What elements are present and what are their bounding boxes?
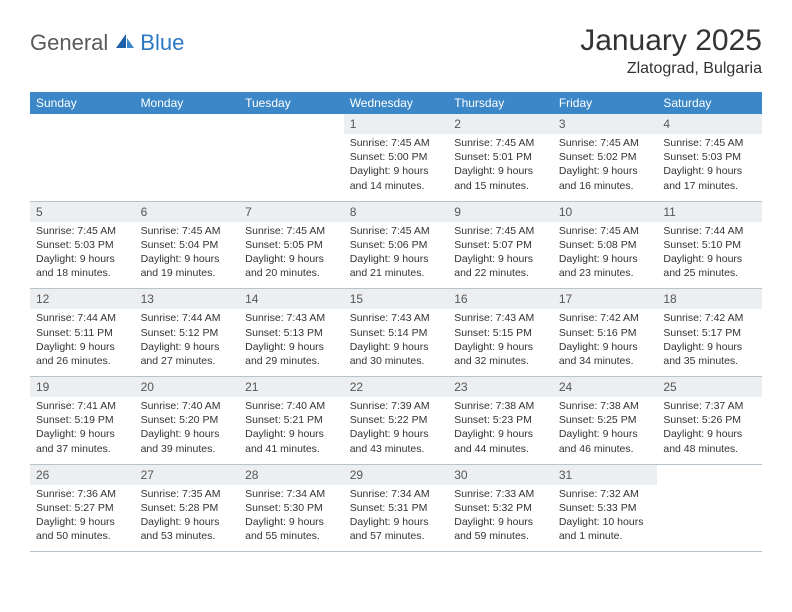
day-number: 26 <box>30 464 135 485</box>
logo-text-general: General <box>30 30 108 56</box>
day-number: 7 <box>239 201 344 222</box>
day-detail: Sunrise: 7:33 AM Sunset: 5:32 PM Dayligh… <box>448 485 553 552</box>
day-detail: Sunrise: 7:38 AM Sunset: 5:25 PM Dayligh… <box>553 397 658 464</box>
day-number: 30 <box>448 464 553 485</box>
weekday-header: Saturday <box>657 92 762 114</box>
day-detail: Sunrise: 7:44 AM Sunset: 5:12 PM Dayligh… <box>135 309 240 376</box>
day-number: 14 <box>239 289 344 310</box>
day-detail: Sunrise: 7:45 AM Sunset: 5:07 PM Dayligh… <box>448 222 553 289</box>
day-detail: Sunrise: 7:43 AM Sunset: 5:14 PM Dayligh… <box>344 309 449 376</box>
day-number <box>657 464 762 485</box>
day-detail: Sunrise: 7:38 AM Sunset: 5:23 PM Dayligh… <box>448 397 553 464</box>
day-detail-row: Sunrise: 7:45 AM Sunset: 5:03 PM Dayligh… <box>30 222 762 289</box>
day-number <box>30 114 135 134</box>
day-detail: Sunrise: 7:45 AM Sunset: 5:08 PM Dayligh… <box>553 222 658 289</box>
day-detail: Sunrise: 7:40 AM Sunset: 5:20 PM Dayligh… <box>135 397 240 464</box>
day-number: 6 <box>135 201 240 222</box>
day-detail-row: Sunrise: 7:45 AM Sunset: 5:00 PM Dayligh… <box>30 134 762 201</box>
day-detail-row: Sunrise: 7:41 AM Sunset: 5:19 PM Dayligh… <box>30 397 762 464</box>
day-number-row: 12131415161718 <box>30 289 762 310</box>
day-number: 15 <box>344 289 449 310</box>
day-detail: Sunrise: 7:42 AM Sunset: 5:17 PM Dayligh… <box>657 309 762 376</box>
logo-sail-icon <box>114 32 136 55</box>
day-detail: Sunrise: 7:45 AM Sunset: 5:01 PM Dayligh… <box>448 134 553 201</box>
day-number: 17 <box>553 289 658 310</box>
day-detail <box>135 134 240 201</box>
day-detail: Sunrise: 7:45 AM Sunset: 5:04 PM Dayligh… <box>135 222 240 289</box>
day-detail <box>657 485 762 552</box>
day-detail: Sunrise: 7:45 AM Sunset: 5:00 PM Dayligh… <box>344 134 449 201</box>
day-number: 3 <box>553 114 658 134</box>
day-detail-row: Sunrise: 7:44 AM Sunset: 5:11 PM Dayligh… <box>30 309 762 376</box>
day-number: 22 <box>344 377 449 398</box>
weekday-header: Friday <box>553 92 658 114</box>
day-number: 21 <box>239 377 344 398</box>
location: Zlatograd, Bulgaria <box>580 60 762 78</box>
day-number: 12 <box>30 289 135 310</box>
weekday-header: Tuesday <box>239 92 344 114</box>
day-detail: Sunrise: 7:34 AM Sunset: 5:31 PM Dayligh… <box>344 485 449 552</box>
day-number: 23 <box>448 377 553 398</box>
logo: General Blue <box>30 30 184 56</box>
day-number: 19 <box>30 377 135 398</box>
day-detail: Sunrise: 7:34 AM Sunset: 5:30 PM Dayligh… <box>239 485 344 552</box>
day-number: 29 <box>344 464 449 485</box>
day-detail <box>30 134 135 201</box>
day-detail: Sunrise: 7:45 AM Sunset: 5:03 PM Dayligh… <box>657 134 762 201</box>
day-number: 8 <box>344 201 449 222</box>
day-number: 20 <box>135 377 240 398</box>
calendar-table: Sunday Monday Tuesday Wednesday Thursday… <box>30 92 762 552</box>
weekday-header: Monday <box>135 92 240 114</box>
day-detail: Sunrise: 7:43 AM Sunset: 5:13 PM Dayligh… <box>239 309 344 376</box>
day-detail: Sunrise: 7:41 AM Sunset: 5:19 PM Dayligh… <box>30 397 135 464</box>
day-detail: Sunrise: 7:45 AM Sunset: 5:02 PM Dayligh… <box>553 134 658 201</box>
day-number: 27 <box>135 464 240 485</box>
day-number: 9 <box>448 201 553 222</box>
day-number-row: 567891011 <box>30 201 762 222</box>
weekday-header: Thursday <box>448 92 553 114</box>
day-number: 4 <box>657 114 762 134</box>
day-number-row: 262728293031 <box>30 464 762 485</box>
day-detail: Sunrise: 7:37 AM Sunset: 5:26 PM Dayligh… <box>657 397 762 464</box>
day-number: 28 <box>239 464 344 485</box>
month-title: January 2025 <box>580 24 762 58</box>
day-number: 1 <box>344 114 449 134</box>
day-detail: Sunrise: 7:45 AM Sunset: 5:05 PM Dayligh… <box>239 222 344 289</box>
day-number: 18 <box>657 289 762 310</box>
day-detail: Sunrise: 7:45 AM Sunset: 5:06 PM Dayligh… <box>344 222 449 289</box>
weekday-header: Sunday <box>30 92 135 114</box>
day-detail: Sunrise: 7:39 AM Sunset: 5:22 PM Dayligh… <box>344 397 449 464</box>
day-number: 11 <box>657 201 762 222</box>
day-detail-row: Sunrise: 7:36 AM Sunset: 5:27 PM Dayligh… <box>30 485 762 552</box>
day-number: 31 <box>553 464 658 485</box>
day-detail: Sunrise: 7:40 AM Sunset: 5:21 PM Dayligh… <box>239 397 344 464</box>
weekday-header-row: Sunday Monday Tuesday Wednesday Thursday… <box>30 92 762 114</box>
day-detail: Sunrise: 7:35 AM Sunset: 5:28 PM Dayligh… <box>135 485 240 552</box>
day-detail: Sunrise: 7:32 AM Sunset: 5:33 PM Dayligh… <box>553 485 658 552</box>
day-number: 24 <box>553 377 658 398</box>
day-number: 16 <box>448 289 553 310</box>
weekday-header: Wednesday <box>344 92 449 114</box>
day-number: 13 <box>135 289 240 310</box>
day-number: 2 <box>448 114 553 134</box>
day-number <box>135 114 240 134</box>
day-number: 25 <box>657 377 762 398</box>
day-detail: Sunrise: 7:36 AM Sunset: 5:27 PM Dayligh… <box>30 485 135 552</box>
title-block: January 2025 Zlatograd, Bulgaria <box>580 24 762 78</box>
day-detail: Sunrise: 7:45 AM Sunset: 5:03 PM Dayligh… <box>30 222 135 289</box>
day-number-row: 1234 <box>30 114 762 134</box>
day-detail <box>239 134 344 201</box>
day-number <box>239 114 344 134</box>
day-detail: Sunrise: 7:44 AM Sunset: 5:11 PM Dayligh… <box>30 309 135 376</box>
day-number-row: 19202122232425 <box>30 377 762 398</box>
day-detail: Sunrise: 7:42 AM Sunset: 5:16 PM Dayligh… <box>553 309 658 376</box>
day-number: 5 <box>30 201 135 222</box>
header: General Blue January 2025 Zlatograd, Bul… <box>30 24 762 78</box>
day-detail: Sunrise: 7:43 AM Sunset: 5:15 PM Dayligh… <box>448 309 553 376</box>
day-number: 10 <box>553 201 658 222</box>
logo-text-blue: Blue <box>140 30 184 56</box>
day-detail: Sunrise: 7:44 AM Sunset: 5:10 PM Dayligh… <box>657 222 762 289</box>
